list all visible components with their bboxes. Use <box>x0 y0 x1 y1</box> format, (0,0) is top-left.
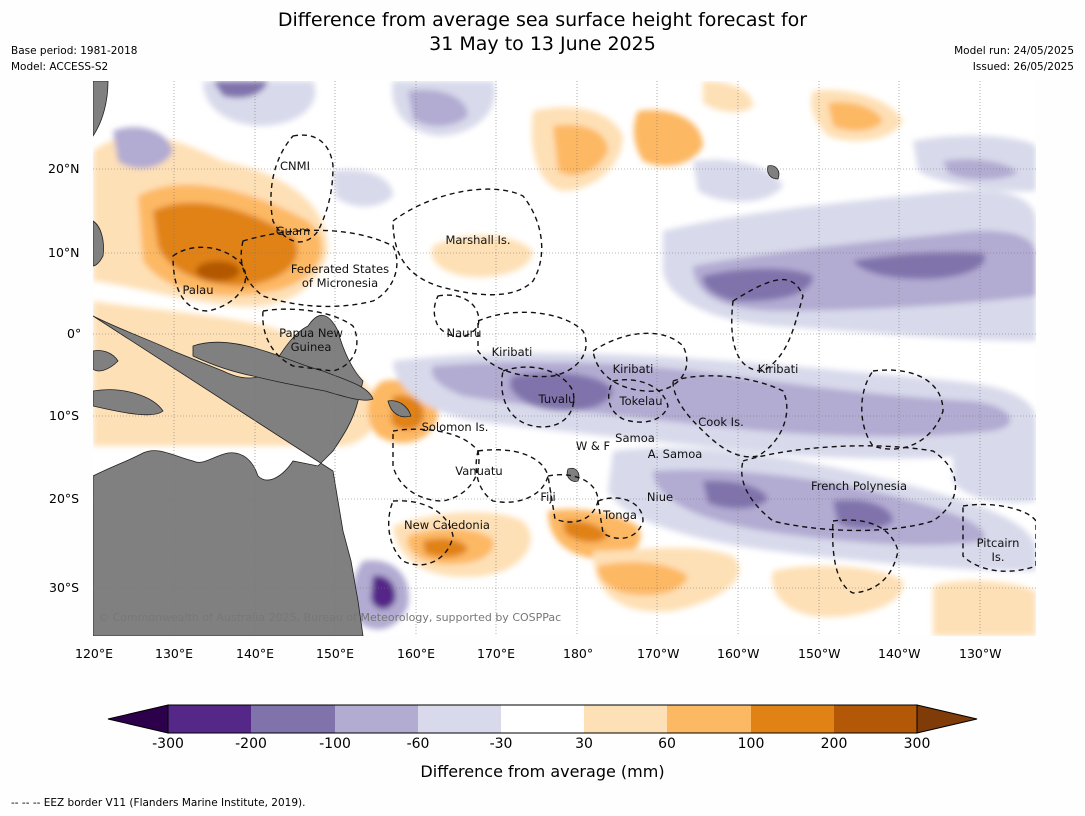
lon-tick: 160°E <box>397 646 436 661</box>
colorbar-max-extend <box>916 704 978 734</box>
colorbar-tick: -30 <box>489 736 513 752</box>
lon-tick: 130°W <box>959 646 1002 661</box>
colorbar <box>107 704 978 734</box>
label-tuvalu: Tuvalu <box>538 392 576 406</box>
label-niue: Niue <box>647 490 673 504</box>
colorbar-swatch <box>501 705 584 733</box>
base-period-text: Base period: 1981-2018 <box>11 45 138 57</box>
anomaly-shading <box>93 81 1036 636</box>
lon-tick: 160°W <box>717 646 760 661</box>
chart-title-line-1: Difference from average sea surface heig… <box>277 9 808 31</box>
lat-tick: 20°S <box>49 491 80 506</box>
lat-tick: 30°S <box>49 580 80 595</box>
lon-tick: 130°E <box>155 646 194 661</box>
chart-title-line-2: 31 May to 13 June 2025 <box>429 33 656 55</box>
colorbar-tick: 60 <box>658 736 676 752</box>
colorbar-tick: 200 <box>820 736 848 752</box>
label-marshall: Marshall Is. <box>445 233 510 247</box>
label-kiribati-west: Kiribati <box>492 345 533 359</box>
colorbar-swatch <box>584 705 667 733</box>
label-nauru: Nauru <box>447 326 482 340</box>
land-masses <box>93 81 780 636</box>
lon-tick: 140°E <box>236 646 275 661</box>
label-cnmi: CNMI <box>280 159 310 173</box>
sea-level-map: CNMI Guam Marshall Is. Federated States … <box>93 81 1036 636</box>
colorbar-min-extend <box>107 704 169 734</box>
issued-text: Issued: 26/05/2025 <box>972 61 1074 73</box>
label-new-caledonia: New Caledonia <box>404 518 490 532</box>
lat-tick: 10°N <box>48 245 80 260</box>
colorbar-swatch <box>335 705 418 733</box>
eez-borders <box>172 134 1036 594</box>
lat-tick: 0° <box>67 326 82 341</box>
colorbar-label: Difference from average (mm) <box>420 762 665 781</box>
colorbar-tick: -60 <box>406 736 430 752</box>
place-labels: CNMI Guam Marshall Is. Federated States … <box>183 159 1020 564</box>
label-tokelau: Tokelau <box>619 394 663 408</box>
label-fsm-1: Federated States <box>291 262 389 276</box>
colorbar-tick: 300 <box>903 736 931 752</box>
lon-tick: 150°W <box>798 646 841 661</box>
colorbar-swatch <box>834 705 917 733</box>
label-palau: Palau <box>183 283 214 297</box>
colorbar-tick: -200 <box>235 736 267 752</box>
lon-tick: 180° <box>563 646 594 661</box>
label-fsm-2: of Micronesia <box>302 276 378 290</box>
label-kiribati-east: Kiribati <box>758 362 799 376</box>
lon-tick: 120°E <box>75 646 114 661</box>
graticule <box>93 81 1036 636</box>
label-samoa: Samoa <box>615 431 655 445</box>
colorbar-tick: 30 <box>575 736 593 752</box>
colorbar-tick: -100 <box>319 736 351 752</box>
label-asamoa: A. Samoa <box>648 447 703 461</box>
colorbar-swatch <box>168 705 251 733</box>
lat-tick: 20°N <box>48 161 80 176</box>
model-text: Model: ACCESS-S2 <box>11 61 109 73</box>
label-guam: Guam <box>276 224 310 238</box>
colorbar-tick: 100 <box>737 736 765 752</box>
lon-tick: 170°W <box>637 646 680 661</box>
label-png-2: Guinea <box>291 340 332 354</box>
label-wf: W & F <box>576 439 610 453</box>
colorbar-tick: -300 <box>152 736 184 752</box>
label-french-polynesia: French Polynesia <box>811 479 907 493</box>
colorbar-swatch <box>251 705 335 733</box>
colorbar-swatch <box>751 705 834 733</box>
label-vanuatu: Vanuatu <box>455 464 502 478</box>
label-tonga: Tonga <box>602 508 637 522</box>
eez-footnote: -- -- -- EEZ border V11 (Flanders Marine… <box>11 797 306 809</box>
model-run-text: Model run: 24/05/2025 <box>954 45 1074 57</box>
label-kiribati-central: Kiribati <box>613 362 654 376</box>
label-png-1: Papua New <box>279 326 343 340</box>
lon-tick: 150°E <box>316 646 355 661</box>
colorbar-swatch <box>418 705 501 733</box>
label-pitcairn-1: Pitcairn <box>977 536 1020 550</box>
label-pitcairn-2: Is. <box>991 550 1004 564</box>
copyright-credit: © Commonwealth of Australia 2025, Bureau… <box>98 611 561 624</box>
label-fiji: Fiji <box>540 490 555 504</box>
label-cook: Cook Is. <box>698 415 743 429</box>
colorbar-swatch <box>667 705 751 733</box>
lon-tick: 170°E <box>477 646 516 661</box>
label-solomon: Solomon Is. <box>422 420 489 434</box>
lat-tick: 10°S <box>49 408 80 423</box>
lon-tick: 140°W <box>878 646 921 661</box>
